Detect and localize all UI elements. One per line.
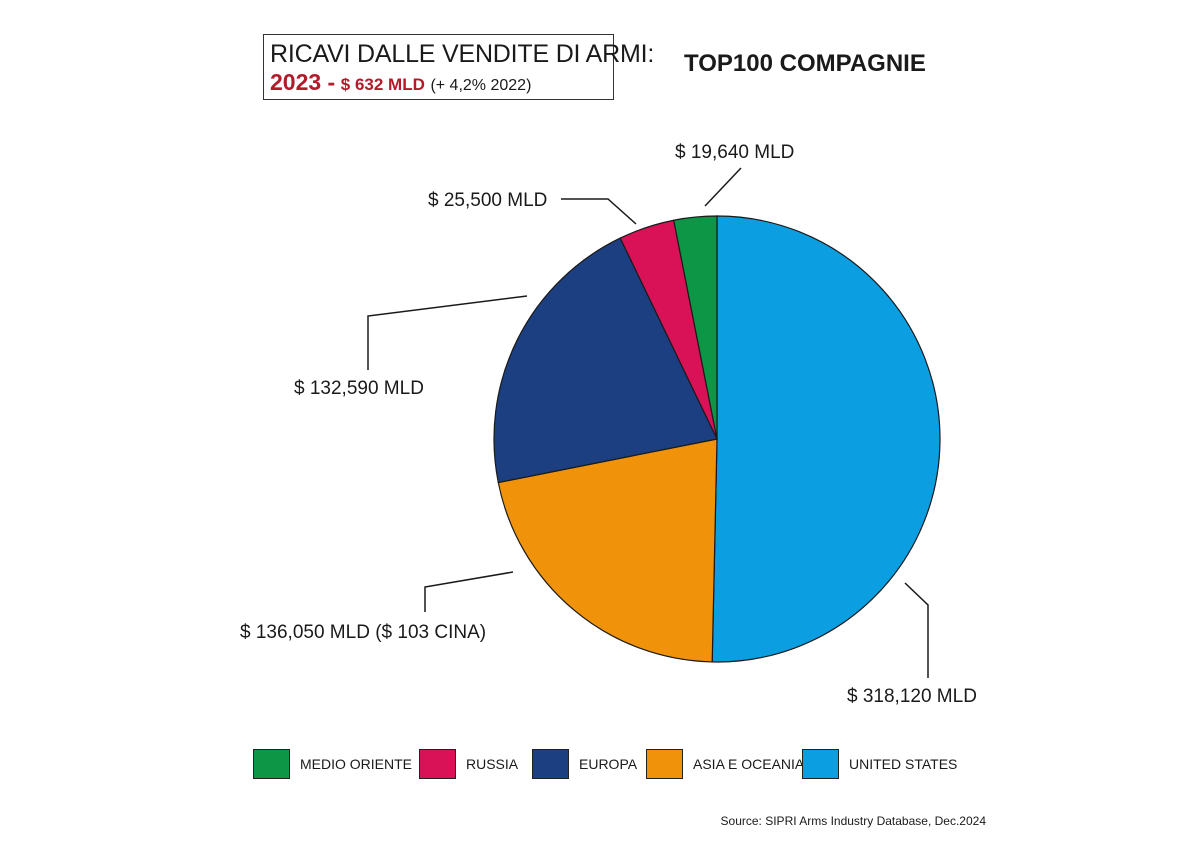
leader-line: [704, 167, 742, 207]
leader-line: [561, 198, 637, 225]
legend-item: UNITED STATES: [802, 747, 957, 781]
legend-label: EUROPA: [579, 756, 638, 772]
legend-item: RUSSIA: [419, 747, 518, 781]
pie-slice-asia-e-oceania: [497, 438, 718, 663]
legend-label: ASIA E OCEANIA: [693, 756, 805, 772]
leader-line: [367, 295, 528, 370]
data-label: $ 19,640 MLD: [675, 142, 794, 163]
pie-slice-europa: [493, 237, 718, 484]
leader-line: [424, 571, 514, 612]
legend-label: UNITED STATES: [849, 756, 958, 772]
legend-item: EUROPA: [532, 747, 637, 781]
legend-swatch: [419, 749, 456, 779]
header-total: $ 632 MLD: [340, 75, 425, 94]
header-year: 2023 -: [270, 69, 336, 95]
data-label: $ 318,120 MLD: [847, 686, 977, 707]
legend-label: MEDIO ORIENTE: [300, 756, 413, 772]
header-change: (+ 4,2% 2022): [430, 77, 532, 94]
data-label: $ 132,590 MLD: [294, 378, 424, 399]
source-note: Source: SIPRI Arms Industry Database, De…: [720, 814, 986, 828]
legend-swatch: [253, 749, 290, 779]
pie-slice-united-states: [711, 215, 941, 663]
legend-item: MEDIO ORIENTE: [253, 747, 412, 781]
leader-line: [904, 582, 929, 678]
data-label: $ 25,500 MLD: [428, 190, 547, 211]
legend-swatch: [532, 749, 569, 779]
pie-slice-medio-oriente: [673, 215, 718, 440]
header-subtitle: 2023 - $ 632 MLD (+ 4,2% 2022): [270, 69, 613, 99]
data-label: $ 136,050 MLD ($ 103 CINA): [240, 622, 486, 643]
header-title: RICAVI DALLE VENDITE DI ARMI:: [270, 40, 655, 68]
chart-title: TOP100 COMPAGNIE: [684, 50, 926, 77]
legend-label: RUSSIA: [466, 756, 519, 772]
legend-swatch: [802, 749, 839, 779]
header-box: RICAVI DALLE VENDITE DI ARMI: 2023 - $ 6…: [263, 34, 655, 100]
legend-item: ASIA E OCEANIA: [646, 747, 804, 781]
legend-swatch: [646, 749, 683, 779]
